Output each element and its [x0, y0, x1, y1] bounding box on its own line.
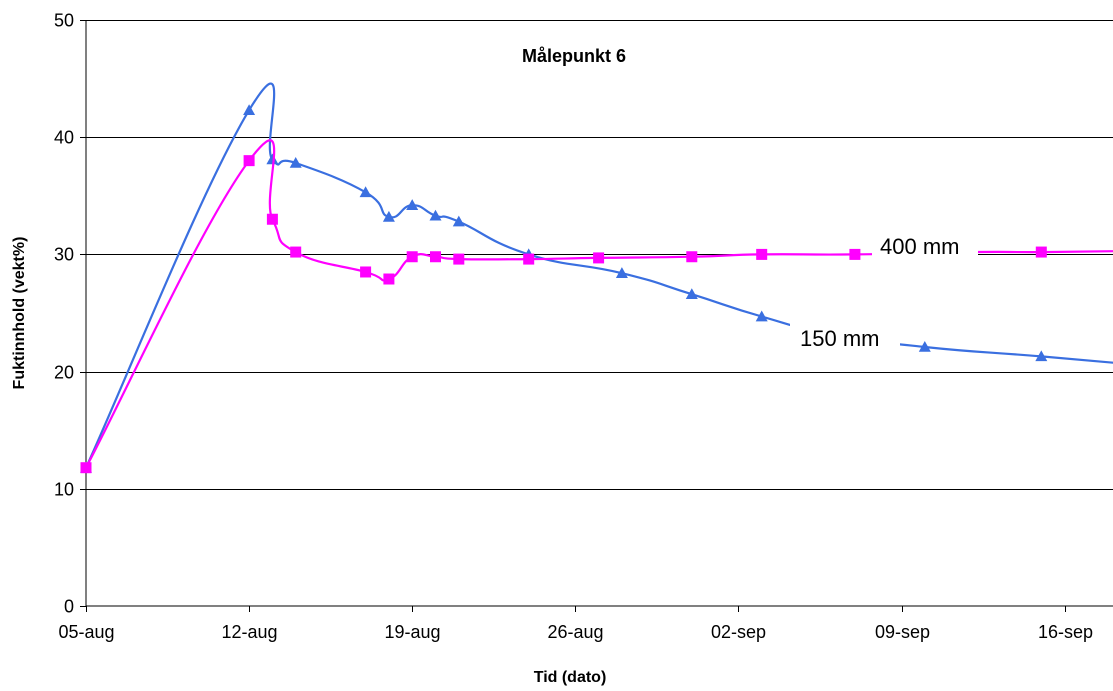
data-point-triangle [1035, 350, 1048, 362]
data-point-triangle [755, 310, 768, 322]
data-point-square [593, 252, 605, 264]
data-point-square [453, 253, 465, 265]
data-point-triangle [382, 210, 395, 222]
y-tick-label: 10 [54, 480, 74, 500]
y-tick-label: 40 [54, 128, 74, 148]
data-point-triangle [243, 104, 256, 116]
data-point-square [360, 266, 372, 278]
series-400-mm [80, 139, 1113, 474]
y-axis-title: Fuktinnhold (vekt%) [11, 237, 28, 390]
data-point-square [243, 155, 255, 167]
data-point-square [266, 213, 278, 225]
x-tick-label: 16-sep [1038, 622, 1093, 642]
x-tick-label: 09-sep [875, 622, 930, 642]
data-point-square [1035, 246, 1047, 258]
x-axis-title: Tid (dato) [534, 669, 607, 686]
data-point-triangle [266, 153, 279, 165]
y-tick-label: 20 [54, 363, 74, 383]
data-point-triangle [429, 209, 442, 221]
axes [85, 20, 1113, 607]
x-tick-label: 19-aug [384, 622, 440, 642]
y-tick-label: 50 [54, 11, 74, 31]
x-tick-label: 05-aug [58, 622, 114, 642]
data-point-triangle [359, 186, 372, 198]
series-line-150-mm [84, 82, 1113, 469]
data-point-square [383, 273, 395, 285]
series-label-background [872, 231, 978, 265]
data-point-square [406, 251, 418, 263]
data-point-triangle [406, 199, 419, 210]
data-point-square [849, 248, 861, 260]
series-label-background [790, 319, 900, 355]
x-tick-label: 26-aug [547, 622, 603, 642]
series-group [80, 82, 1113, 474]
data-point-square [80, 462, 92, 474]
data-point-triangle [452, 215, 465, 227]
y-tick-label: 0 [64, 597, 74, 617]
series-150-mm [80, 82, 1113, 473]
y-tick-label: 30 [54, 245, 74, 265]
series-label: 150 mm [800, 326, 879, 351]
x-axis-ticks: 05-aug 12-aug 19-aug 26-aug 02-sep 09-sep 16-s… [58, 606, 1093, 642]
data-point-triangle [685, 288, 698, 300]
series-line-400-mm [85, 139, 1113, 469]
data-point-square [430, 251, 441, 263]
y-axis-ticks: 0 10 20 30 40 50 [54, 11, 86, 617]
x-tick-label: 12-aug [221, 622, 277, 642]
data-point-square [756, 248, 768, 260]
data-point-square [523, 253, 535, 265]
data-point-square [290, 246, 302, 258]
data-point-triangle [918, 340, 931, 352]
data-point-square [686, 251, 698, 263]
data-point-triangle [615, 267, 628, 278]
series-labels: 150 mm 400 mm [790, 231, 978, 355]
series-label: 400 mm [880, 234, 959, 259]
chart-title: Målepunkt 6 [522, 46, 626, 66]
data-point-triangle [289, 156, 302, 168]
x-tick-label: 02-sep [711, 622, 766, 642]
